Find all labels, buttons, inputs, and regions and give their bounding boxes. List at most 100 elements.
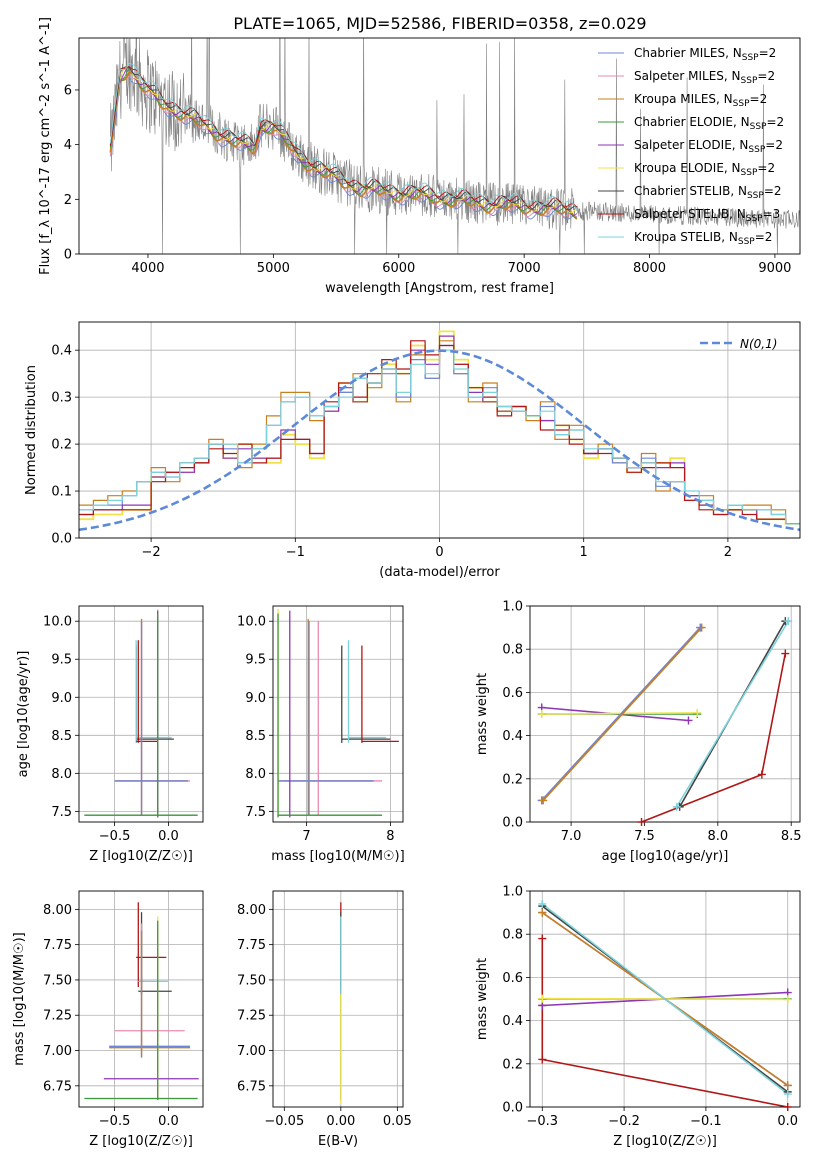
x-axis-label: wavelength [Angstrom, rest frame] [325, 281, 554, 296]
y-tick-label: 0.3 [51, 391, 72, 406]
y-tick-label: 8.00 [237, 903, 266, 918]
y-tick-label: 7.5 [245, 805, 266, 820]
x-tick-label: −0.1 [690, 1114, 722, 1129]
spectrum-legend: Chabrier MILES, NSSP=2 Salpeter MILES, NS… [598, 46, 784, 247]
weight_vs_Z-panel: −0.3 −0.2 −0.1 0.0 0.0 0.2 0.4 0.6 0.8 1.0 Z [log1… [475, 885, 801, 1149]
weight-line [676, 620, 789, 808]
y-tick-label: 0 [64, 248, 72, 263]
y-tick-label: 7.00 [237, 1044, 266, 1059]
observed-spectrum [110, 38, 800, 254]
y-tick-label: 1.0 [502, 600, 523, 615]
legend-entry: Chabrier STELIB, NSSP=2 [634, 184, 782, 201]
y-tick-label: 9.5 [51, 653, 72, 668]
x-tick-label: 0.05 [383, 1114, 412, 1129]
residuals-plot-area [79, 330, 800, 532]
mass_vs_ebv-panel: −0.05 0.00 0.05 6.75 7.00 7.25 7.50 7.75 8.00 E(B… [237, 890, 412, 1149]
x-tick-label: 8000 [633, 261, 666, 276]
x-tick-label: 7 [302, 829, 310, 844]
y-tick-label: 7.25 [43, 1009, 72, 1024]
weight_vs_age-frame [529, 605, 801, 823]
weight-line [641, 653, 787, 822]
y-axis-label: mass weight [475, 958, 490, 1040]
weight-marker [783, 995, 792, 1004]
x-tick-label: −0.5 [99, 829, 131, 844]
y-tick-label: 0.0 [51, 532, 72, 547]
x-axis-label: Z [log10(Z/Z☉)] [613, 1134, 717, 1149]
y-axis-label: Normed distribution [24, 365, 39, 495]
residuals-frame [78, 321, 801, 539]
x-axis-label: mass [log10(M/M☉)] [271, 849, 404, 864]
x-tick-label: 0.0 [777, 1114, 798, 1129]
y-tick-label: 6 [64, 83, 72, 98]
y-tick-label: 0.6 [502, 686, 523, 701]
x-tick-label: 6000 [382, 261, 415, 276]
y-tick-label: 10.0 [237, 615, 266, 630]
mass_vs_Z-frame [78, 890, 204, 1108]
y-tick-label: 7.25 [237, 1009, 266, 1024]
weight-marker [781, 649, 790, 658]
model-spectrum-line [109, 66, 577, 211]
x-tick-label: 5000 [257, 261, 290, 276]
y-tick-label: 6.75 [237, 1079, 266, 1094]
weight_vs_age-plot-area [541, 620, 789, 822]
y-tick-label: 7.5 [51, 805, 72, 820]
histogram-step-line [79, 340, 800, 525]
age_vs_mass-plot-area [277, 609, 399, 818]
x-tick-label: 1 [580, 545, 588, 560]
x-tick-label: 0 [435, 545, 443, 560]
y-tick-label: 7.50 [43, 973, 72, 988]
x-axis-label: Z [log10(Z/Z☉)] [89, 1134, 193, 1149]
y-tick-label: 7.50 [237, 973, 266, 988]
legend-entry: Salpeter ELODIE, NSSP=2 [634, 138, 783, 155]
x-tick-label: 8.5 [781, 829, 802, 844]
x-axis-label: (data-model)/error [379, 565, 500, 580]
x-tick-label: 0.0 [158, 1114, 179, 1129]
age_vs_Z-panel: −0.5 0.0 7.5 8.0 8.5 9.0 9.5 10.0 Z [log10(Z/Z☉)… [16, 605, 204, 864]
model-spectrum-line [109, 64, 578, 216]
weight_vs_Z-plot-area [541, 903, 789, 1107]
y-tick-label: 8.0 [51, 767, 72, 782]
y-tick-label: 2 [64, 193, 72, 208]
y-tick-label: 10.0 [43, 615, 72, 630]
weight-line [542, 627, 703, 801]
legend-entry: Salpeter MILES, NSSP=2 [634, 69, 775, 86]
y-tick-label: 0.2 [51, 438, 72, 453]
x-tick-label: 8 [386, 829, 394, 844]
weight_vs_Z-frame [529, 890, 801, 1108]
weight-marker [783, 1103, 792, 1111]
y-tick-label: 0.1 [51, 485, 72, 500]
y-tick-label: 9.5 [245, 653, 266, 668]
y-tick-label: 0.2 [502, 772, 523, 787]
spectrum-frame [78, 37, 801, 255]
age_vs_Z-frame [78, 605, 204, 823]
weight-line [541, 938, 788, 1107]
y-tick-label: 0.0 [502, 816, 523, 831]
y-tick-label: 0.4 [502, 729, 523, 744]
y-tick-label: 9.0 [51, 691, 72, 706]
weight-marker [538, 1055, 547, 1064]
x-tick-label: 2 [724, 545, 732, 560]
x-axis-label: E(B-V) [318, 1134, 358, 1149]
legend-entry: Chabrier ELODIE, NSSP=2 [634, 115, 784, 132]
mass_vs_ebv-frame [272, 890, 404, 1108]
x-tick-label: 7000 [508, 261, 541, 276]
y-tick-label: 0.0 [502, 1101, 523, 1116]
x-tick-label: −0.2 [608, 1114, 640, 1129]
legend-entry: Kroupa ELODIE, NSSP=2 [634, 161, 775, 178]
y-tick-label: 0.8 [502, 928, 523, 943]
y-tick-label: 8.5 [245, 729, 266, 744]
y-tick-label: 7.75 [43, 938, 72, 953]
weight-marker [783, 1090, 792, 1099]
y-tick-label: 7.75 [237, 938, 266, 953]
x-axis-label: Z [log10(Z/Z☉)] [89, 849, 193, 864]
y-tick-label: 6.75 [43, 1079, 72, 1094]
y-tick-label: 0.4 [502, 1014, 523, 1029]
weight-marker [637, 818, 646, 826]
x-tick-label: 4000 [131, 261, 164, 276]
x-tick-label: 7.5 [634, 829, 655, 844]
weight-marker [538, 899, 547, 908]
weight-marker [672, 802, 681, 811]
weight-marker [539, 796, 548, 805]
legend-entry: Kroupa MILES, NSSP=2 [634, 92, 767, 109]
x-tick-label: −0.3 [526, 1114, 558, 1129]
